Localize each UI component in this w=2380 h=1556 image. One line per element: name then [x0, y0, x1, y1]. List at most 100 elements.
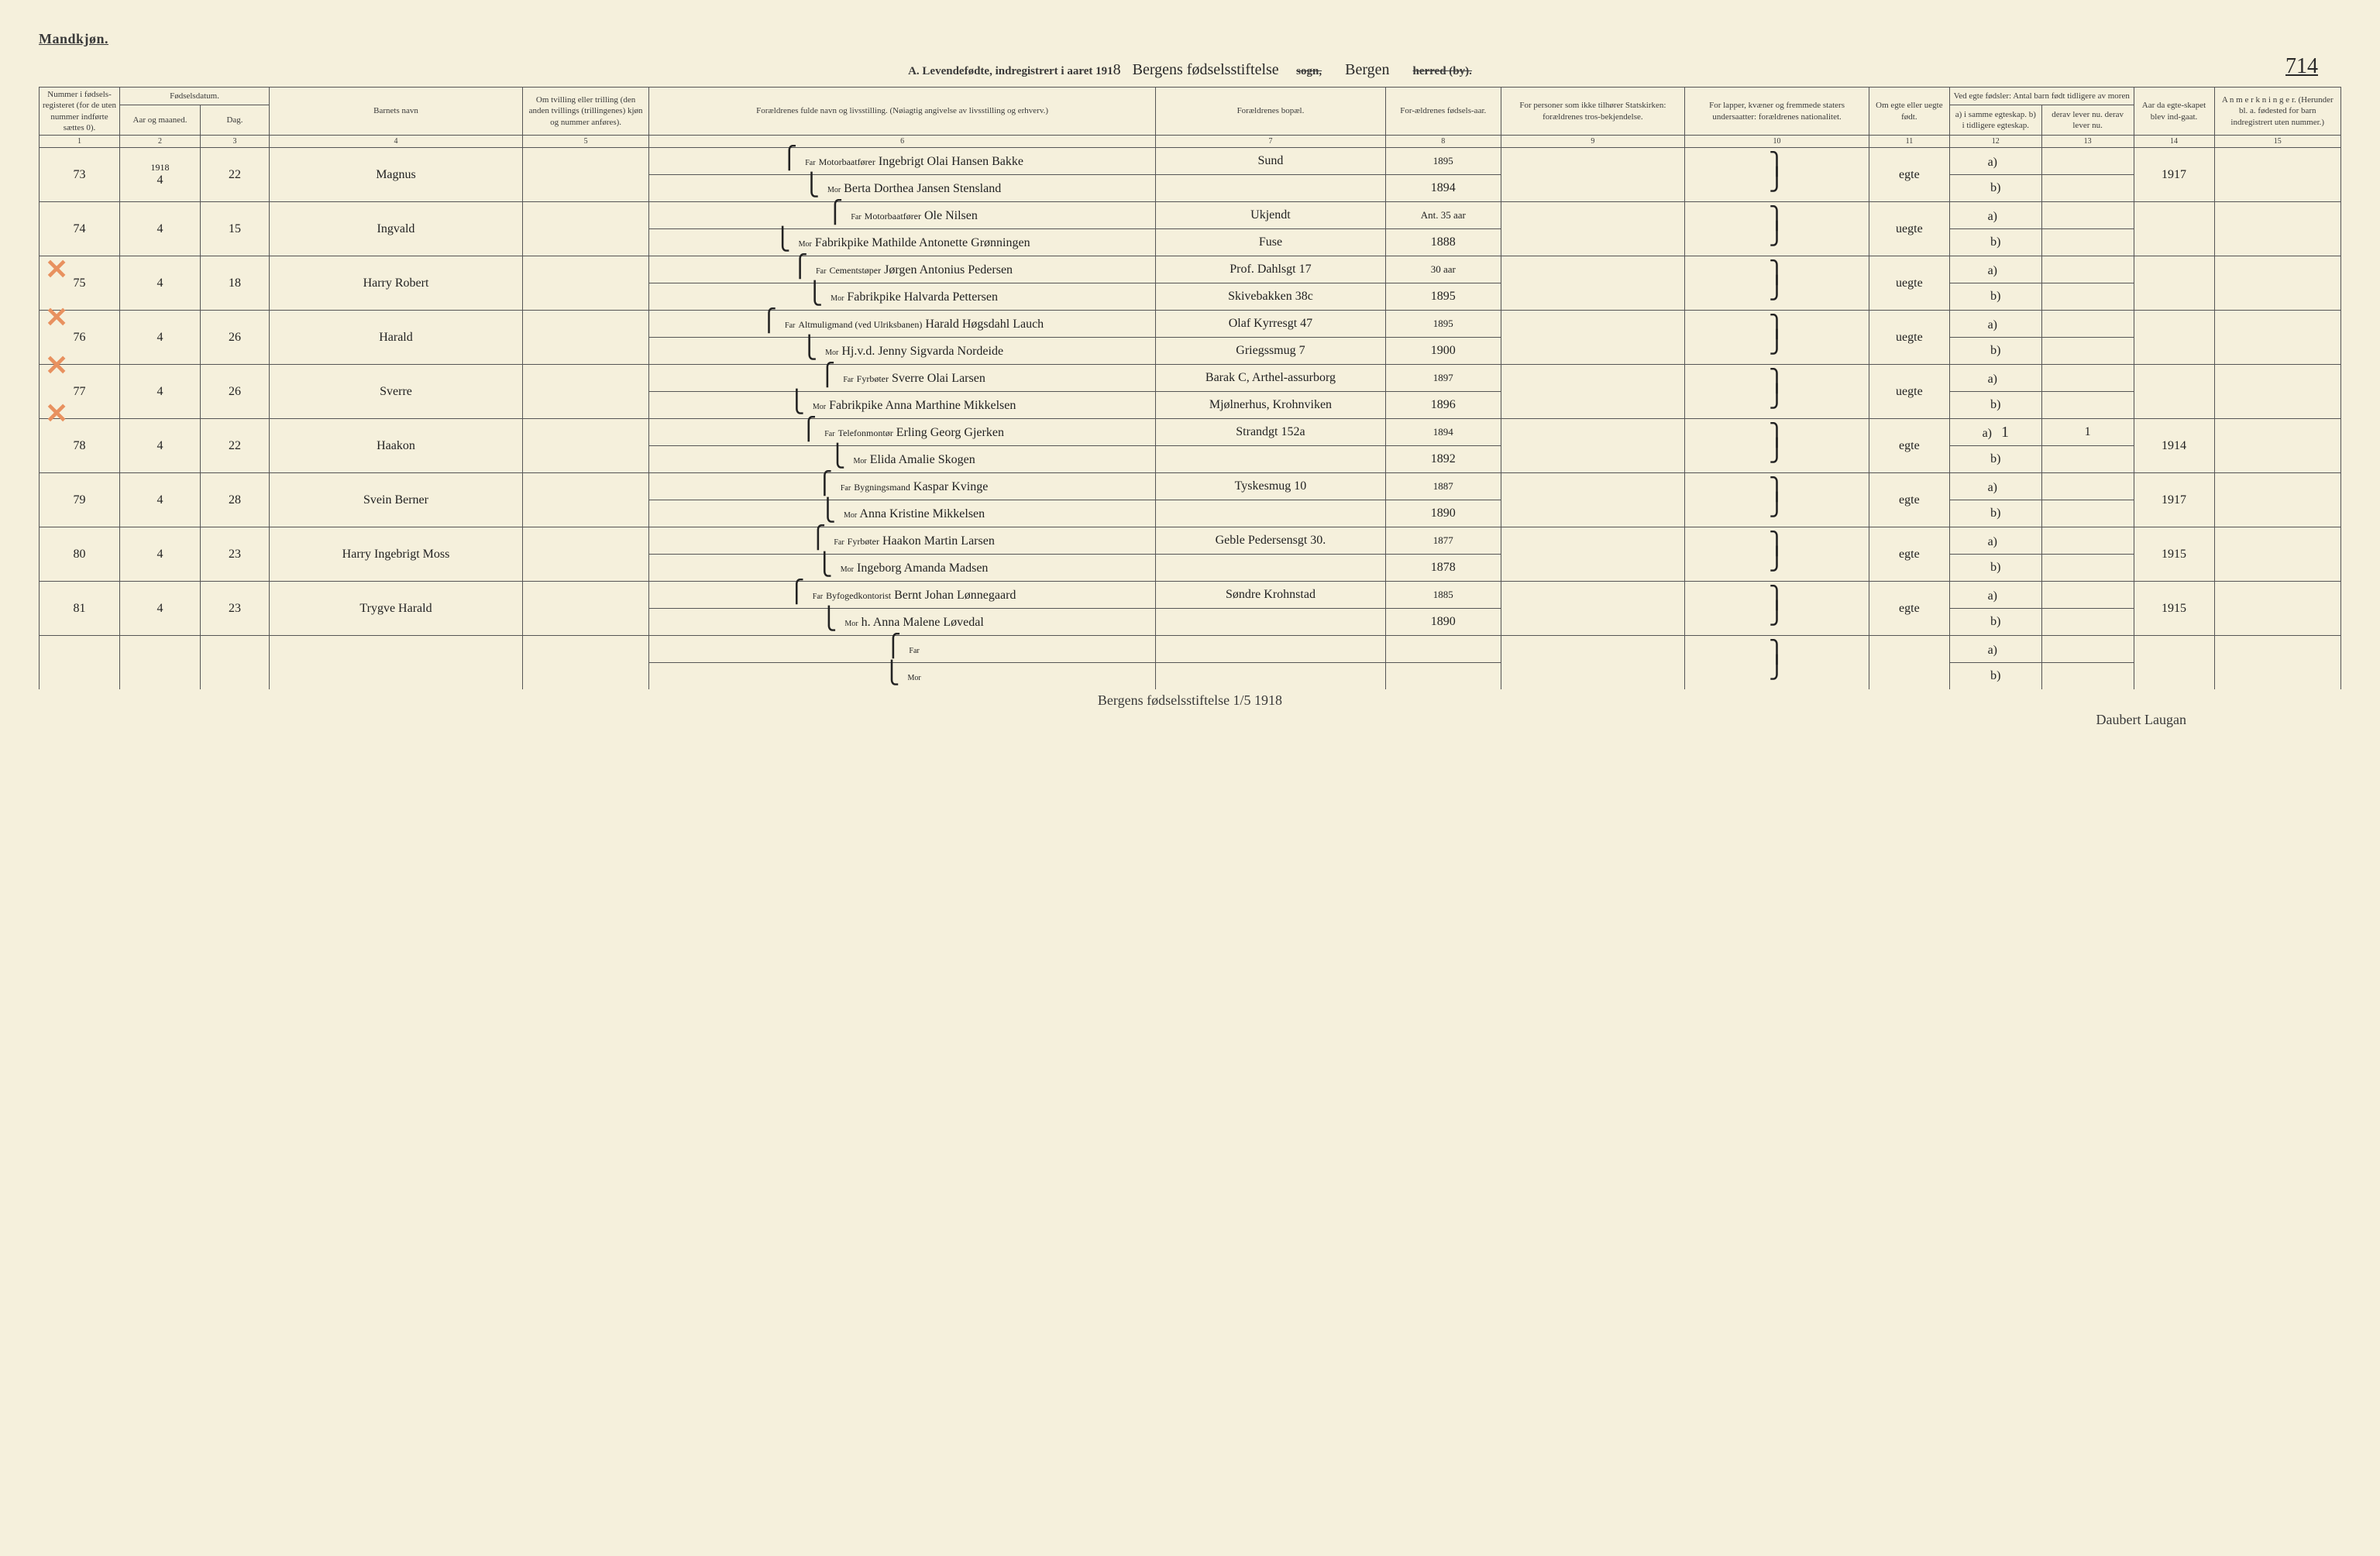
- cell-far-res: Prof. Dahlsgt 17: [1155, 256, 1385, 283]
- cell-13a: [2041, 202, 2134, 229]
- colnum: 5: [522, 136, 648, 148]
- cell-12b: b): [1949, 338, 2041, 365]
- cell-12a: a): [1949, 636, 2041, 663]
- cell-remarks: [2214, 311, 2340, 365]
- cell-day: 23: [200, 582, 269, 636]
- cell-far-year: [1386, 636, 1501, 663]
- cell-12a: a): [1949, 148, 2041, 175]
- register-table: Nummer i fødsels-registeret (for de uten…: [39, 87, 2341, 689]
- hdr-col8: For-ældrenes fødsels-aar.: [1386, 88, 1501, 136]
- cell-religion: [1501, 148, 1685, 202]
- cell-mor-res: [1155, 663, 1385, 690]
- hdr-col5: Om tvilling eller trilling (den anden tv…: [522, 88, 648, 136]
- cell-twin: [522, 148, 648, 202]
- cell-mor: ⎩ Mor Anna Kristine Mikkelsen: [649, 500, 1156, 527]
- cell-num: 74: [40, 202, 120, 256]
- cell-13b: [2041, 609, 2134, 636]
- cell-12a: a): [1949, 256, 2041, 283]
- cell-12b: b): [1949, 283, 2041, 311]
- cell-remarks: [2214, 636, 2340, 690]
- cell-far: ⎧ Far Motorbaatfører Ingebrigt Olai Hans…: [649, 148, 1156, 175]
- cell-far: ⎧ Far Cementstøper Jørgen Antonius Peder…: [649, 256, 1156, 283]
- cell-num: [40, 636, 120, 690]
- colnum: 10: [1685, 136, 1869, 148]
- cell-far-res: Geble Pedersensgt 30.: [1155, 527, 1385, 555]
- title-line: A. Levendefødte, indregistrert i aaret 1…: [39, 61, 2341, 79]
- margin-x-mark: ✕: [45, 397, 68, 430]
- margin-x-mark: ✕: [45, 349, 68, 382]
- cell-twin: [522, 311, 648, 365]
- cell-mor-year: 1878: [1386, 555, 1501, 582]
- cell-12a: a): [1949, 473, 2041, 500]
- cell-far-year: 1895: [1386, 311, 1501, 338]
- cell-13a: [2041, 256, 2134, 283]
- cell-name: Magnus: [270, 148, 523, 202]
- cell-married: [2134, 311, 2214, 365]
- cell-12a: a): [1949, 311, 2041, 338]
- cell-12b: b): [1949, 500, 2041, 527]
- cell-mor: ⎩ Mor Ingeborg Amanda Madsen: [649, 555, 1156, 582]
- cell-far-year: 1885: [1386, 582, 1501, 609]
- cell-12a: a) 1: [1949, 419, 2041, 446]
- table-row: 81 4 23 Trygve Harald ⎧ Far Byfogedkonto…: [40, 582, 2341, 609]
- cell-13b: [2041, 338, 2134, 365]
- cell-12b: b): [1949, 609, 2041, 636]
- cell-13b: [2041, 229, 2134, 256]
- hdr-col11: Om egte eller uegte født.: [1869, 88, 1949, 136]
- cell-far-res: [1155, 636, 1385, 663]
- hdr-col10: For lapper, kvæner og fremmede staters u…: [1685, 88, 1869, 136]
- cell-mor-year: 1900: [1386, 338, 1501, 365]
- cell-nation: ⎫⎭: [1685, 365, 1869, 419]
- cell-far: ⎧ Far Bygningsmand Kaspar Kvinge: [649, 473, 1156, 500]
- cell-twin: [522, 256, 648, 311]
- cell-legit: [1869, 636, 1949, 690]
- cell-far: ⎧ Far: [649, 636, 1156, 663]
- cell-nation: ⎫⎭: [1685, 202, 1869, 256]
- cell-legit: egte: [1869, 419, 1949, 473]
- cell-month: 4: [119, 527, 200, 582]
- cell-name: Ingvald: [270, 202, 523, 256]
- cell-remarks: [2214, 365, 2340, 419]
- cell-far-res: Søndre Krohnstad: [1155, 582, 1385, 609]
- cell-13b: [2041, 446, 2134, 473]
- cell-married: 1917: [2134, 473, 2214, 527]
- cell-far: ⎧ Far Altmuligmand (ved Ulriksbanen) Har…: [649, 311, 1156, 338]
- herred-place: Bergen: [1345, 61, 1389, 78]
- hdr-col12-13: Ved egte fødsler: Antal barn født tidlig…: [1949, 88, 2134, 105]
- hdr-col9: For personer som ikke tilhører Statskirk…: [1501, 88, 1685, 136]
- cell-legit: uegte: [1869, 256, 1949, 311]
- cell-far-res: Ukjendt: [1155, 202, 1385, 229]
- colnum: 7: [1155, 136, 1385, 148]
- cell-mor-res: Griegssmug 7: [1155, 338, 1385, 365]
- hdr-col15: A n m e r k n i n g e r. (Herunder bl. a…: [2214, 88, 2340, 136]
- column-numbers: 1 2 3 4 5 6 7 8 9 10 11 12 13 14 15: [40, 136, 2341, 148]
- cell-13b: [2041, 500, 2134, 527]
- cell-nation: ⎫⎭: [1685, 311, 1869, 365]
- cell-nation: ⎫⎭: [1685, 636, 1869, 690]
- cell-far-year: Ant. 35 aar: [1386, 202, 1501, 229]
- table-row: 76 4 26 Harald ⎧ Far Altmuligmand (ved U…: [40, 311, 2341, 338]
- table-row: 73 19184 22 Magnus ⎧ Far Motorbaatfører …: [40, 148, 2341, 175]
- cell-remarks: [2214, 473, 2340, 527]
- cell-day: 23: [200, 527, 269, 582]
- cell-mor: ⎩ Mor Fabrikpike Anna Marthine Mikkelsen: [649, 392, 1156, 419]
- cell-twin: [522, 582, 648, 636]
- margin-x-mark: ✕: [45, 253, 68, 286]
- hdr-col4: Barnets navn: [270, 88, 523, 136]
- cell-remarks: [2214, 527, 2340, 582]
- cell-married: [2134, 365, 2214, 419]
- hdr-col1: Nummer i fødsels-registeret (for de uten…: [40, 88, 120, 136]
- cell-mor-year: 1894: [1386, 175, 1501, 202]
- cell-twin: [522, 202, 648, 256]
- cell-mor: ⎩ Mor Fabrikpike Halvarda Pettersen: [649, 283, 1156, 311]
- hdr-col7: Forældrenes bopæl.: [1155, 88, 1385, 136]
- herred-label: herred (by).: [1413, 65, 1472, 77]
- hdr-col13: derav lever nu. derav lever nu.: [2041, 105, 2134, 136]
- cell-far-res: Tyskesmug 10: [1155, 473, 1385, 500]
- colnum: 6: [649, 136, 1156, 148]
- table-row: 78 4 22 Haakon ⎧ Far Telefonmontør Erlin…: [40, 419, 2341, 446]
- cell-12a: a): [1949, 365, 2041, 392]
- colnum: 12: [1949, 136, 2041, 148]
- cell-nation: ⎫⎭: [1685, 527, 1869, 582]
- cell-religion: [1501, 419, 1685, 473]
